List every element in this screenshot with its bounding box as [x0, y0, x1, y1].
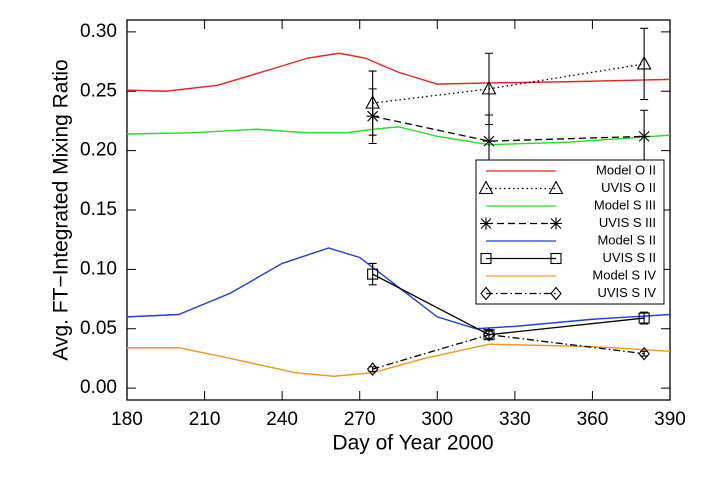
- series-line: [372, 334, 645, 370]
- legend-label: Model S II: [597, 232, 656, 247]
- x-tick-label: 330: [499, 409, 531, 430]
- x-tick-label: 300: [421, 409, 453, 430]
- marker: [366, 362, 379, 376]
- marker: [483, 327, 495, 342]
- y-tick-label: 0.00: [80, 377, 117, 398]
- marker: [483, 135, 495, 148]
- marker: [548, 180, 564, 195]
- marker: [638, 130, 651, 143]
- marker: [550, 286, 562, 301]
- series-line: [126, 247, 671, 330]
- legend-label: UVIS S III: [599, 215, 656, 230]
- legend-label: UVIS O II: [601, 180, 656, 195]
- marker: [478, 180, 494, 195]
- y-axis-label: Avg. FT−Integrated Mixing Ratio: [50, 59, 73, 360]
- marker: [550, 217, 562, 230]
- marker: [550, 252, 562, 265]
- series-line: [372, 63, 645, 104]
- legend-label: UVIS S II: [603, 250, 656, 265]
- error-bar: [368, 262, 377, 286]
- y-tick-label: 0.10: [80, 258, 117, 279]
- legend-label: Model S III: [594, 197, 656, 212]
- error-bar: [640, 27, 649, 101]
- y-tick-label: 0.30: [80, 21, 117, 42]
- error-bar: [640, 350, 649, 357]
- error-bar: [485, 52, 493, 126]
- marker: [481, 80, 497, 95]
- marker: [480, 217, 492, 230]
- marker: [366, 110, 379, 123]
- marker: [638, 346, 650, 361]
- series-line: [126, 126, 671, 146]
- legend-box: [475, 159, 665, 305]
- series-line: [372, 115, 645, 142]
- y-tick-label: 0.20: [80, 140, 117, 161]
- x-tick-label: 390: [654, 409, 686, 430]
- x-tick-label: 180: [111, 409, 143, 430]
- y-tick-label: 0.25: [80, 80, 117, 101]
- legend-label: Model O II: [596, 162, 656, 177]
- series-line: [126, 52, 671, 92]
- legend-label: UVIS S IV: [597, 285, 656, 300]
- error-bar: [368, 366, 377, 373]
- marker: [480, 286, 492, 301]
- x-tick-label: 270: [344, 409, 376, 430]
- marker: [638, 312, 650, 324]
- legend-label: Model S IV: [592, 267, 656, 282]
- marker: [367, 268, 379, 280]
- marker: [480, 252, 492, 265]
- x-tick-label: 360: [577, 409, 609, 430]
- series-line: [127, 343, 671, 377]
- error-bar: [640, 311, 649, 325]
- x-tick-label: 240: [266, 409, 298, 430]
- marker: [636, 55, 652, 70]
- y-tick-label: 0.05: [80, 318, 117, 339]
- y-tick-label: 0.15: [80, 199, 117, 220]
- x-tick-label: 210: [189, 409, 221, 430]
- x-axis-label: Day of Year 2000: [332, 432, 493, 455]
